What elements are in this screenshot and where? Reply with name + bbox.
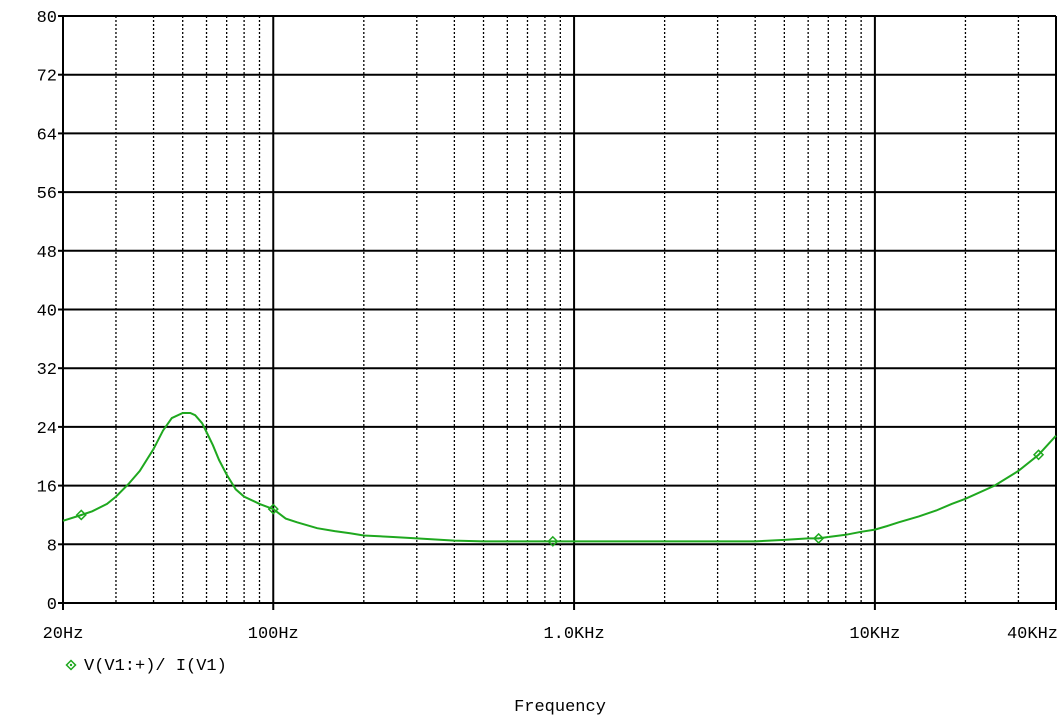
- series-marker-dot: [551, 540, 554, 543]
- y-tick-label: 8: [47, 537, 57, 556]
- grid: [63, 15, 1056, 604]
- legend: V(V1:+)/ I(V1): [65, 657, 227, 676]
- series-marker-dot: [80, 513, 83, 516]
- y-tick-label: 80: [37, 9, 57, 28]
- y-tick-label: 24: [37, 420, 57, 439]
- plot-frame: [62, 16, 1057, 610]
- y-tick-label: 56: [37, 185, 57, 204]
- series-marker-dot: [272, 508, 275, 511]
- x-tick-labels: 20Hz 100Hz 1.0KHz 10KHz 40KHz: [43, 625, 1058, 644]
- x-axis-title: Frequency: [514, 698, 606, 717]
- minor-grid: [115, 16, 1020, 603]
- y-tick-label: 72: [37, 68, 57, 87]
- series-marker-dot: [817, 537, 820, 540]
- y-tick-label: 64: [37, 126, 57, 145]
- y-tick-label: 16: [37, 479, 57, 498]
- y-tick-label: 32: [37, 361, 57, 380]
- series-marker-dot: [1037, 453, 1040, 456]
- x-tick-label: 40KHz: [1007, 625, 1058, 644]
- series-marker: [1032, 449, 1045, 461]
- series-marker: [547, 535, 559, 547]
- series-line: [62, 412, 1057, 543]
- x-tick-label: 10KHz: [849, 625, 900, 644]
- series-marker: [813, 532, 825, 544]
- x-tick-label: 100Hz: [248, 625, 299, 644]
- series-marker: [75, 509, 87, 521]
- legend-marker-icon: [65, 659, 77, 671]
- series-layer: [62, 412, 1057, 547]
- diamond-center-dot: [69, 663, 73, 667]
- legend-label: V(V1:+)/ I(V1): [84, 657, 227, 676]
- y-tick-labels: 0 8 16 24 32 40 48 56 64 72 80: [37, 9, 63, 615]
- y-tick-label: 0: [47, 596, 57, 615]
- x-tick-label: 20Hz: [43, 625, 84, 644]
- y-tick-label: 40: [37, 303, 57, 322]
- series-marker: [267, 503, 279, 515]
- x-tick-label: 1.0KHz: [543, 625, 604, 644]
- y-tick-label: 48: [37, 244, 57, 263]
- diamond-icon: [65, 659, 77, 671]
